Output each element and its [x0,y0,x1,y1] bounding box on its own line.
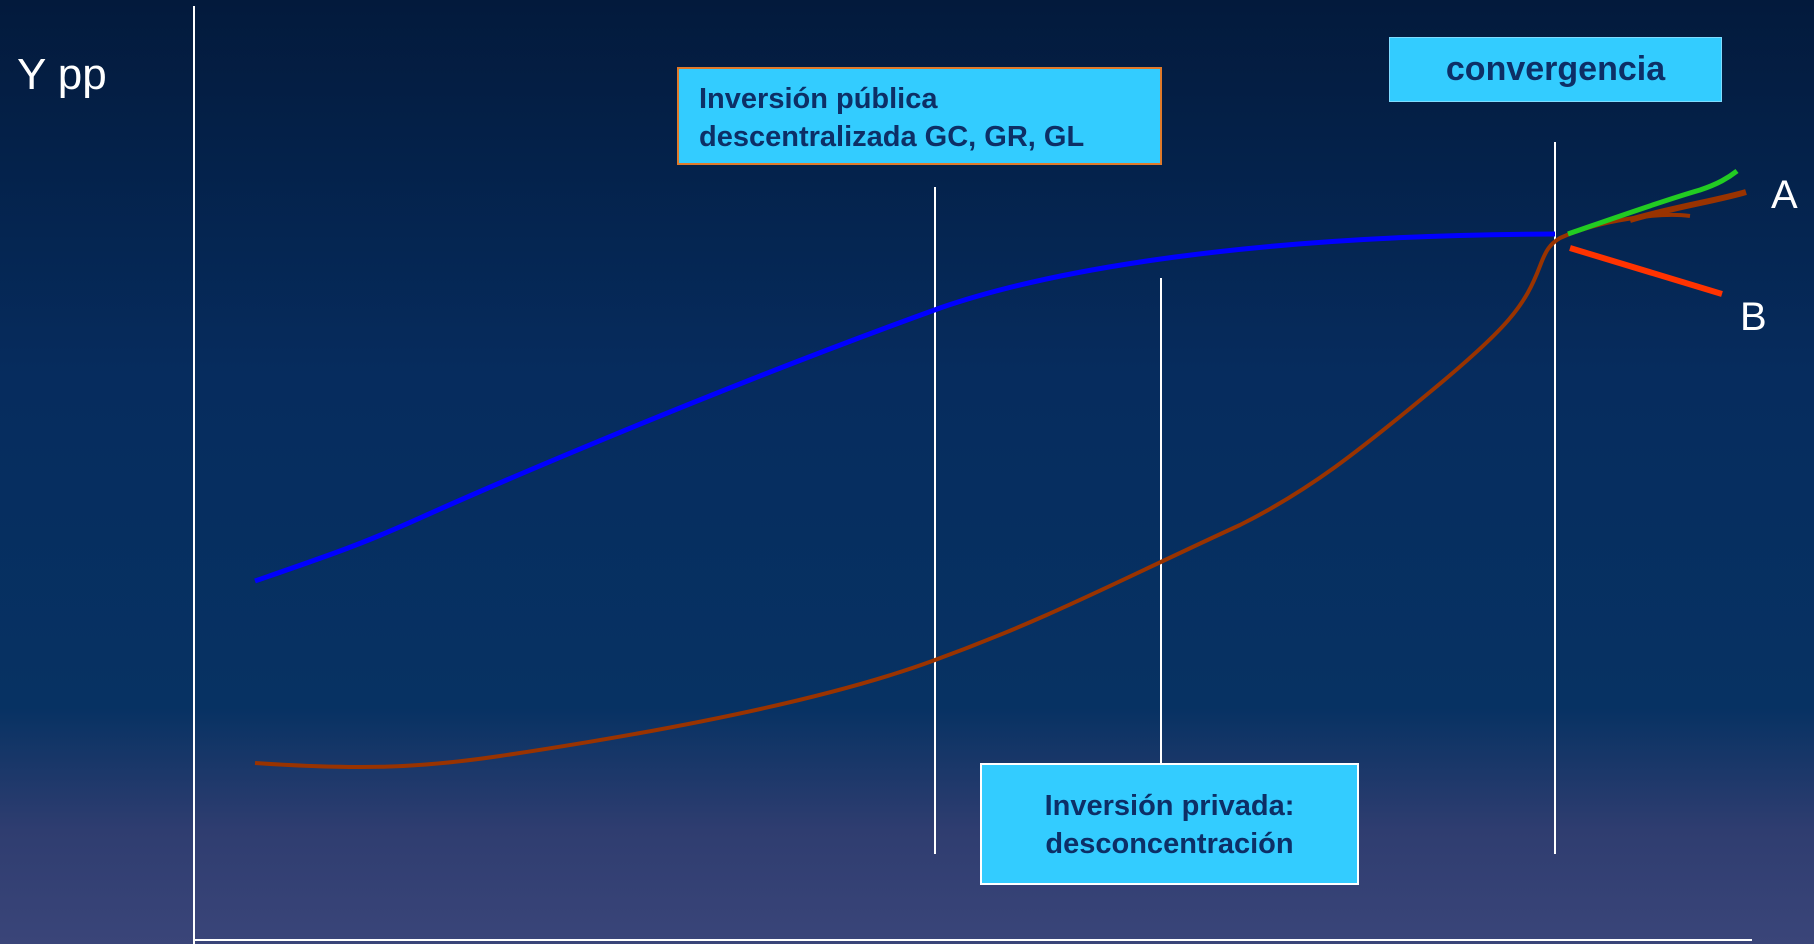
scenario-b-curve [1569,245,1723,297]
public-investment-box: Inversión pública descentralizada GC, GR… [677,67,1162,165]
private-investment-curve-extension [1629,189,1747,223]
scenario-b-label: B [1740,295,1767,339]
public-investment-line1: Inversión pública [699,83,938,115]
scenario-a-label: A [1771,173,1798,217]
private-investment-curve [254,212,1691,770]
private-investment-line2: desconcentración [1045,828,1294,860]
public-investment-curve [254,231,1556,584]
public-investment-line2: descentralizada GC, GR, GL [699,121,1085,153]
private-investment-box: Inversión privada: desconcentración [980,763,1359,885]
convergence-box: convergencia [1389,37,1722,102]
private-investment-line1: Inversión privada: [1044,790,1295,822]
y-axis-label: Y pp [17,50,107,99]
scenario-a-curve [1567,169,1739,237]
